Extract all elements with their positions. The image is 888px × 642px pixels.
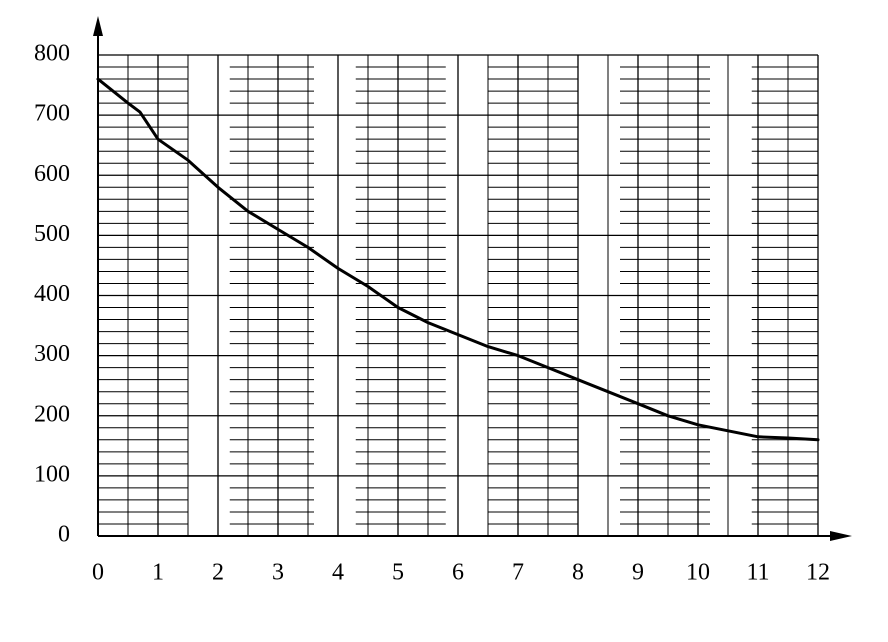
y-tick-label: 700: [34, 101, 70, 127]
y-tick-label: 0: [58, 522, 70, 548]
y-tick-label: 500: [34, 221, 70, 247]
x-tick-label: 5: [392, 560, 404, 586]
x-tick-label: 12: [806, 560, 830, 586]
x-tick-label: 7: [512, 560, 524, 586]
x-tick-label: 6: [452, 560, 464, 586]
y-tick-label: 300: [34, 341, 70, 367]
y-tick-label: 800: [34, 41, 70, 67]
line: [96, 77, 820, 442]
x-tick-label: 8: [572, 560, 584, 586]
x-tick-label: 0: [92, 560, 104, 586]
y-axis-arrow: [93, 16, 103, 36]
x-tick-label: 2: [212, 560, 224, 586]
y-tick-label: 100: [34, 461, 70, 487]
y-tick-label: 200: [34, 401, 70, 427]
x-axis-arrow: [830, 531, 852, 541]
x-tick-label: 11: [746, 560, 769, 586]
x-tick-label: 1: [152, 560, 164, 586]
y-tick-label: 600: [34, 161, 70, 187]
x-tick-label: 4: [332, 560, 344, 586]
y-tick-label: 400: [34, 281, 70, 307]
x-tick-label: 3: [272, 560, 284, 586]
x-tick-label: 10: [686, 560, 710, 586]
x-tick-label: 9: [632, 560, 644, 586]
